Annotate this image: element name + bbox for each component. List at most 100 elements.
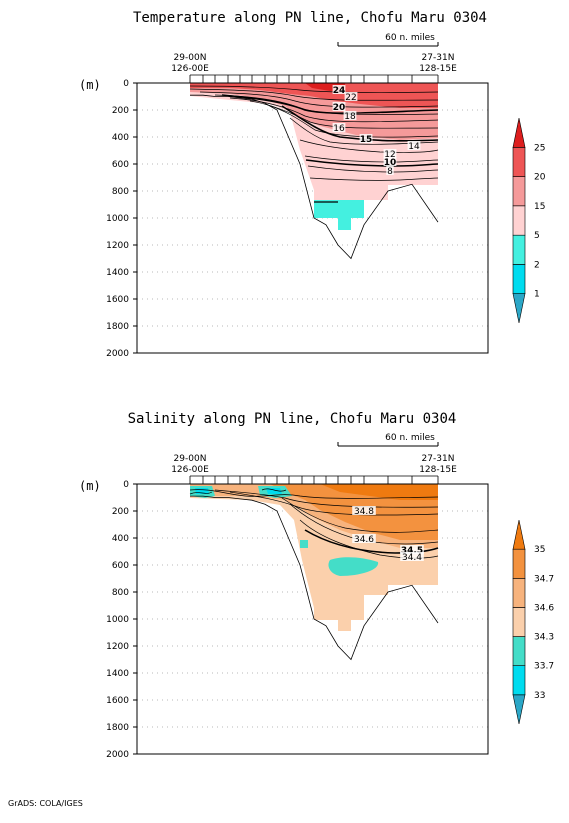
salinity-bathymetry-line	[190, 495, 439, 661]
y-tick-label: 1400	[106, 669, 129, 679]
contour-label-bg	[343, 111, 357, 120]
y-tick-label: 1600	[106, 295, 129, 305]
y-tick-label: 600	[112, 160, 129, 170]
colorbar-label: 25	[534, 143, 545, 153]
temperature-plot-frame	[136, 82, 489, 354]
temperature-y-unit: (m)	[79, 78, 101, 92]
temp-contour-line	[189, 85, 439, 93]
salinity-contour-line	[229, 491, 439, 516]
temp-bold-contour-15	[281, 105, 439, 142]
colorbar-segment	[512, 146, 526, 177]
colorbar-label: 20	[534, 173, 546, 183]
contour-label: 18	[344, 112, 356, 122]
temperature-left-lat: 29-00N	[174, 53, 207, 63]
contour-label-bg	[332, 123, 346, 132]
y-tick-label: 0	[123, 480, 129, 490]
y-tick-label: 1800	[106, 322, 129, 332]
y-tick-label: 1000	[106, 214, 129, 224]
contour-label-bg	[383, 157, 397, 166]
temp-contour-line	[199, 91, 439, 108]
colorbar-segment	[512, 205, 526, 236]
salinity-contours	[189, 488, 439, 559]
temperature-chart: Temperature along PN line, Chofu Maru 03…	[79, 10, 546, 359]
contour-label-bg	[352, 506, 376, 515]
salinity-contour-line	[214, 489, 439, 508]
y-tick-label: 400	[112, 133, 129, 143]
colorbar-label: 34.7	[534, 574, 554, 584]
salinity-left-lat: 29-00N	[174, 454, 207, 464]
temp-bold-contour-20	[221, 94, 439, 114]
y-tick-label: 1800	[106, 723, 129, 733]
salinity-contour-line	[189, 488, 287, 495]
contour-label: 15	[360, 135, 373, 145]
temperature-right-lat: 27-31N	[422, 53, 455, 63]
salinity-small-patch	[300, 540, 308, 548]
contour-label-bg	[332, 102, 346, 111]
contour-label: 34.8	[354, 507, 374, 517]
temperature-left-lon: 126-00E	[171, 64, 209, 74]
y-tick-label: 400	[112, 534, 129, 544]
y-tick-label: 200	[112, 106, 129, 116]
temp-band-20-25	[190, 83, 438, 108]
salinity-left-lon: 126-00E	[171, 465, 209, 475]
colorbar-label: 5	[534, 231, 540, 241]
colorbar-segment	[512, 264, 526, 295]
y-tick-label: 800	[112, 588, 129, 598]
colorbar-segment	[512, 665, 526, 696]
colorbar-label: 33.7	[534, 662, 554, 672]
salinity-chart: Salinity along PN line, Chofu Maru 0304 …	[79, 411, 554, 760]
y-tick-label: 1200	[106, 642, 129, 652]
temp-contour-line	[299, 139, 439, 153]
y-tick-label: 0	[123, 79, 129, 89]
salinity-bold-contour-34.5	[304, 529, 439, 554]
temperature-title: Temperature along PN line, Chofu Maru 03…	[133, 10, 487, 26]
y-tick-label: 2000	[106, 750, 129, 760]
y-tick-label: 1200	[106, 241, 129, 251]
colorbar-segment	[512, 607, 526, 637]
y-tick-label: 1600	[106, 696, 129, 706]
salinity-right-lat: 27-31N	[422, 454, 455, 464]
colorbar-label: 2	[534, 260, 540, 270]
contour-label-bg	[332, 85, 346, 94]
y-tick-label: 1400	[106, 268, 129, 278]
salinity-intermediate-low	[328, 557, 379, 576]
contour-label-bg	[344, 92, 358, 101]
colorbar-segment	[512, 234, 526, 265]
salinity-band-above-35	[320, 484, 438, 500]
colorbar-label: 35	[534, 545, 545, 555]
contour-label: 8	[387, 167, 393, 177]
salinity-contour-labels: 34.8 34.6 34.534.4	[352, 506, 424, 563]
contour-label: 12	[384, 150, 395, 160]
y-tick-label: 600	[112, 561, 129, 571]
contour-label: 34.4	[402, 553, 422, 563]
salinity-y-ticks: 0 200 400 600 800 1000 1200 1400 1600 1800 2000	[106, 480, 137, 760]
colorbar-segment	[512, 577, 526, 608]
salinity-right-lon: 128-15E	[419, 465, 457, 475]
contour-label: 22	[345, 93, 356, 103]
temperature-scale-label: 60 n. miles	[385, 33, 435, 43]
temperature-right-lon: 128-15E	[419, 64, 457, 74]
contour-label: 14	[408, 142, 420, 152]
colorbar-segment	[512, 548, 526, 579]
temperature-bathymetry-line	[190, 94, 439, 260]
contour-label-bg	[407, 141, 421, 150]
y-tick-label: 2000	[106, 349, 129, 359]
contour-label-bg	[400, 552, 424, 561]
colorbar-label: 1	[534, 290, 540, 300]
colorbar-segment	[512, 636, 526, 667]
y-tick-label: 800	[112, 187, 129, 197]
contour-label: 10	[384, 158, 397, 168]
temp-contour-line	[264, 103, 439, 138]
temp-contour-line	[189, 88, 439, 101]
colorbar-segment	[512, 694, 526, 725]
salinity-title: Salinity along PN line, Chofu Maru 0304	[128, 411, 457, 427]
contour-label-bg	[386, 166, 394, 175]
colorbar-segment	[512, 519, 526, 550]
contour-label-bg	[352, 534, 376, 543]
colorbar-label: 34.6	[534, 603, 554, 613]
contour-label-bg	[400, 545, 424, 554]
y-tick-label: 1000	[106, 615, 129, 625]
temperature-fill	[190, 83, 438, 230]
contour-label: 24	[333, 86, 346, 96]
